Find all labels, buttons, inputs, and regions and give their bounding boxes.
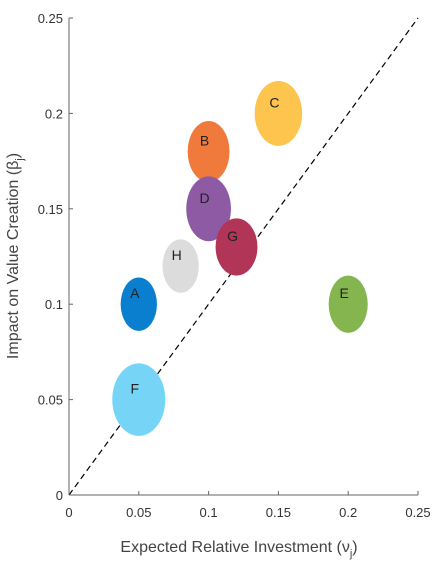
point-marker xyxy=(112,363,166,436)
point-f: F xyxy=(112,363,166,436)
y-tick-label: 0.25 xyxy=(38,11,63,26)
y-axis-title-close: ) xyxy=(5,153,22,158)
point-e: E xyxy=(328,275,368,333)
point-marker xyxy=(215,218,258,276)
point-marker xyxy=(328,275,368,333)
y-axis-title-text: Impact on Value Creation (β xyxy=(5,161,22,359)
y-tick-label: 0.1 xyxy=(45,297,63,312)
point-label: H xyxy=(172,247,182,263)
point-label: E xyxy=(340,285,349,301)
x-axis-title: Expected Relative Investment (νj) xyxy=(120,539,357,560)
y-axis-title: Impact on Value Creation (βj) xyxy=(5,153,26,359)
x-tick-label: 0.1 xyxy=(200,505,218,520)
x-tick-label: 0.25 xyxy=(405,505,430,520)
point-marker xyxy=(186,176,231,242)
point-a: A xyxy=(120,277,157,331)
point-c: C xyxy=(254,80,303,146)
axes-layer: 0 0.05 0.1 0.15 0.2 0.25 0 0.05 0.1 0.15 0.2 0.25 xyxy=(38,11,431,520)
point-label: F xyxy=(131,381,140,397)
point-marker xyxy=(187,121,230,183)
x-axis-title-subscript: j xyxy=(349,548,352,560)
y-axis-title-subscript: j xyxy=(14,158,26,161)
x-axis-title-close: ) xyxy=(352,539,357,556)
x-tick-label: 0.05 xyxy=(126,505,151,520)
x-axis-title-text: Expected Relative Investment (ν xyxy=(120,539,349,556)
point-h: H xyxy=(162,239,199,293)
y-tick-label: 0.2 xyxy=(45,106,63,121)
y-tick-label: 0.15 xyxy=(38,202,63,217)
point-label: B xyxy=(200,133,209,149)
x-tick-label: 0.15 xyxy=(266,505,291,520)
point-marker xyxy=(120,277,157,331)
x-tick-label: 0 xyxy=(65,505,72,520)
point-label: C xyxy=(269,94,279,110)
point-marker xyxy=(254,80,303,146)
y-tick-label: 0.05 xyxy=(38,393,63,408)
point-label: D xyxy=(200,190,210,206)
x-tick-label: 0.2 xyxy=(339,505,357,520)
point-g: G xyxy=(215,218,258,276)
point-label: A xyxy=(130,285,140,301)
point-d: D xyxy=(186,176,231,242)
points-layer: A B C D E F G H xyxy=(112,80,368,436)
point-b: B xyxy=(187,121,230,183)
point-marker xyxy=(162,239,199,293)
y-tick-label: 0 xyxy=(56,488,63,503)
point-label: G xyxy=(227,228,238,244)
